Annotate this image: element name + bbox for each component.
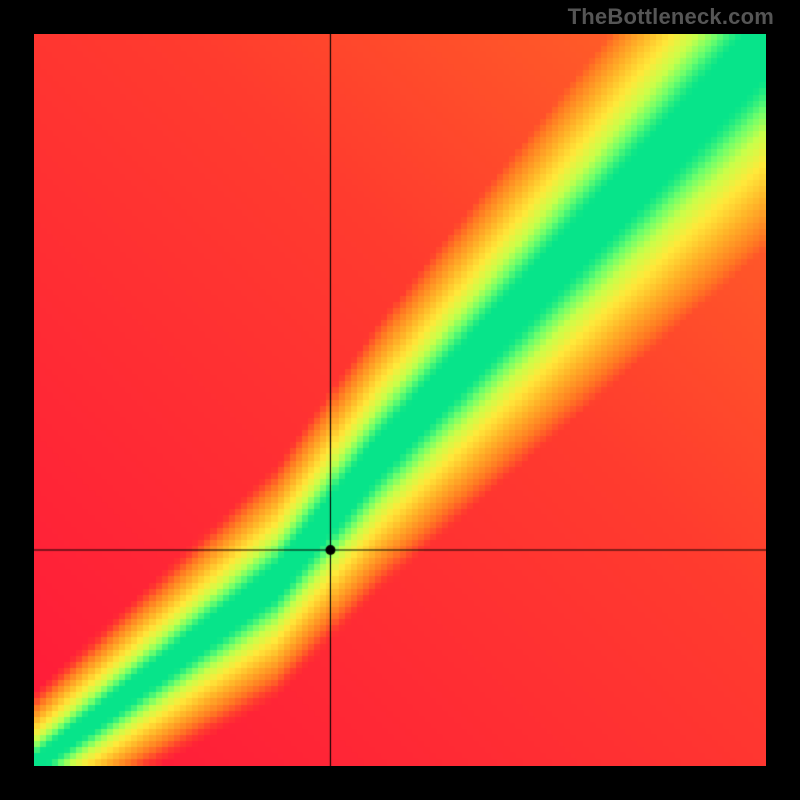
chart-container: { "attribution": { "text": "TheBottlenec… bbox=[0, 0, 800, 800]
attribution-text: TheBottleneck.com bbox=[568, 4, 774, 30]
bottleneck-heatmap bbox=[34, 34, 766, 766]
